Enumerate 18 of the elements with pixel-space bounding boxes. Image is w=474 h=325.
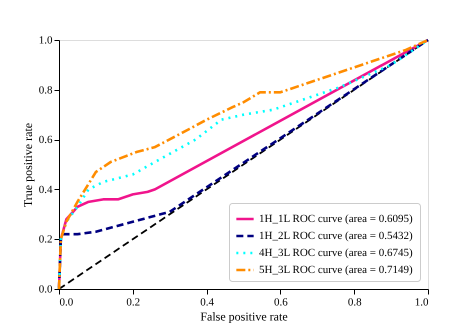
legend-label: 1H_2L ROC curve (area = 0.5432) <box>259 230 413 242</box>
x-tick-label: 0.6 <box>274 296 288 308</box>
x-tick-label: 1.0 <box>414 296 429 308</box>
y-tick-label: 0.2 <box>38 234 52 246</box>
x-tick-label: 0.2 <box>126 296 140 308</box>
y-tick-label: 1.0 <box>38 34 53 46</box>
x-tick-label: 0.8 <box>348 296 362 308</box>
y-tick-label: 0.8 <box>38 84 53 96</box>
legend-label: 4H_3L ROC curve (area = 0.6745) <box>259 247 413 259</box>
y-tick-label: 0.6 <box>38 134 53 146</box>
x-tick-label: 0.0 <box>60 296 74 308</box>
y-tick-label: 0.4 <box>38 184 53 196</box>
x-axis-title: False positive rate <box>200 310 288 324</box>
y-tick-label: 0.0 <box>38 284 53 296</box>
legend-label: 1H_1L ROC curve (area = 0.6095) <box>259 213 413 225</box>
y-axis-title: True positive rate <box>20 122 35 208</box>
legend-label: 5H_3L ROC curve (area = 0.7149) <box>259 264 413 276</box>
x-tick-label: 0.4 <box>200 296 214 308</box>
